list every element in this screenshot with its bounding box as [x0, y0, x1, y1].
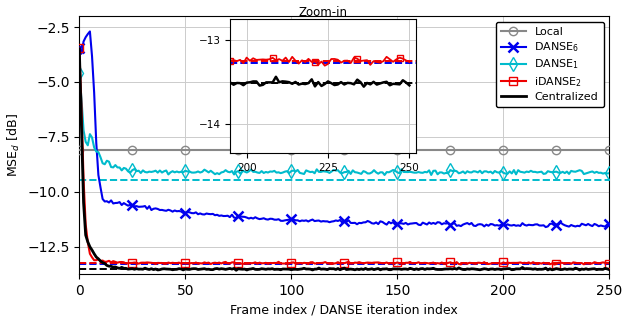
DANSE$_6$	[542, 225, 550, 229]
Local	[434, 148, 441, 152]
iDANSE$_2$	[75, 46, 83, 50]
iDANSE$_2$	[474, 261, 482, 265]
DANSE$_6$	[320, 219, 327, 223]
Centralized	[75, 47, 83, 51]
Line: Local: Local	[75, 146, 614, 154]
Local	[474, 148, 482, 152]
Local	[75, 148, 83, 152]
Centralized	[436, 268, 443, 271]
DANSE$_1$	[75, 71, 83, 74]
Local	[283, 148, 291, 152]
Centralized	[285, 267, 293, 271]
DANSE$_6$	[75, 46, 83, 50]
DANSE$_6$	[476, 222, 484, 226]
DANSE$_6$	[285, 218, 293, 222]
DANSE$_1$	[391, 169, 399, 173]
iDANSE$_2$	[550, 262, 558, 266]
Centralized	[320, 267, 327, 271]
DANSE$_1$	[436, 170, 443, 174]
iDANSE$_2$	[605, 261, 613, 265]
Centralized	[476, 268, 484, 272]
Centralized	[398, 268, 405, 271]
Line: iDANSE$_2$: iDANSE$_2$	[75, 44, 614, 269]
iDANSE$_2$	[317, 261, 325, 265]
DANSE$_1$	[476, 169, 484, 173]
Local	[317, 148, 325, 152]
DANSE$_6$	[391, 223, 399, 227]
iDANSE$_2$	[396, 261, 403, 265]
Centralized	[391, 267, 399, 271]
Centralized	[605, 268, 613, 271]
DANSE$_1$	[381, 173, 388, 177]
iDANSE$_2$	[434, 261, 441, 265]
DANSE$_1$	[317, 170, 325, 174]
Centralized	[232, 268, 240, 272]
iDANSE$_2$	[283, 261, 291, 265]
Legend: Local, DANSE$_6$, DANSE$_1$, iDANSE$_2$, Centralized: Local, DANSE$_6$, DANSE$_1$, iDANSE$_2$,…	[495, 22, 604, 108]
Line: Centralized: Centralized	[79, 49, 609, 270]
Local	[389, 148, 397, 152]
DANSE$_6$	[86, 30, 94, 33]
Y-axis label: MSE$_d$ [dB]: MSE$_d$ [dB]	[6, 113, 21, 177]
Line: DANSE$_1$: DANSE$_1$	[75, 68, 614, 180]
iDANSE$_2$	[389, 261, 397, 265]
X-axis label: Frame index / DANSE iteration index: Frame index / DANSE iteration index	[230, 303, 458, 317]
Local	[396, 148, 403, 152]
DANSE$_6$	[605, 222, 613, 226]
DANSE$_6$	[436, 221, 443, 224]
DANSE$_1$	[605, 171, 613, 175]
DANSE$_1$	[283, 169, 291, 173]
Line: DANSE$_6$: DANSE$_6$	[75, 27, 614, 232]
DANSE$_1$	[398, 167, 405, 171]
DANSE$_6$	[398, 222, 405, 225]
Local	[605, 148, 613, 152]
